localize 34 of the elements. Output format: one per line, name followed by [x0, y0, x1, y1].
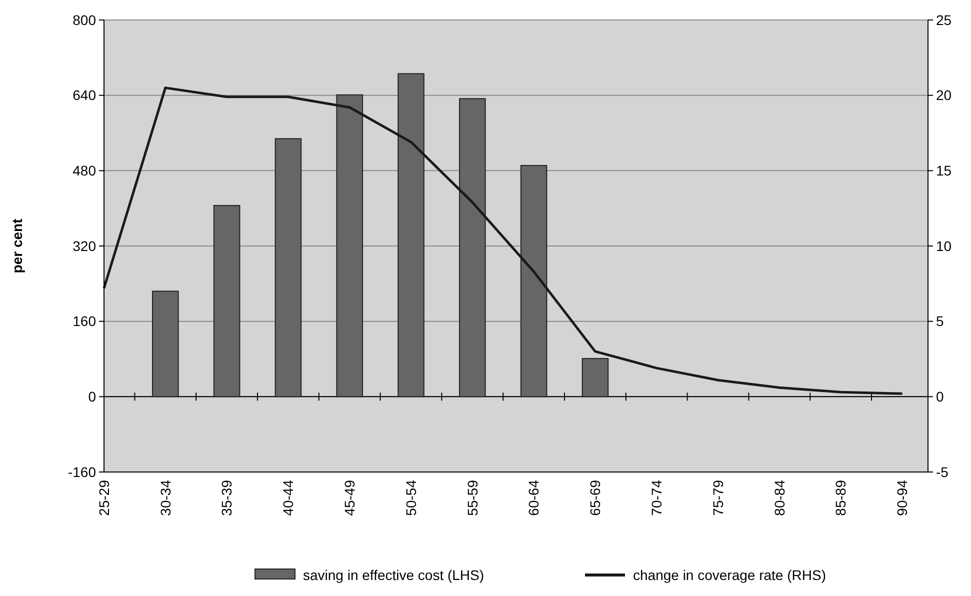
- y-tick-label: 160: [72, 313, 96, 330]
- y-tick-label: 640: [72, 87, 96, 104]
- x-tick-label: 90-94: [894, 480, 910, 516]
- y2-tick-label: 20: [936, 87, 952, 104]
- legend-label: saving in effective cost (LHS): [303, 566, 484, 583]
- x-tick-label: 55-59: [464, 480, 480, 516]
- x-tick-label: 35-39: [218, 480, 235, 516]
- y2-tick-label: 0: [936, 388, 944, 405]
- x-tick-label: 80-84: [771, 480, 788, 516]
- y2-tick-label: -5: [936, 464, 949, 480]
- y-tick-label: 800: [72, 12, 96, 28]
- y2-tick-label: 5: [936, 313, 944, 330]
- y2-tick-label: 25: [936, 12, 952, 28]
- x-tick-label: 25-29: [96, 480, 112, 516]
- y2-tick-label: 10: [936, 238, 952, 254]
- bar: [213, 205, 240, 398]
- legend-label: change in coverage rate (RHS): [633, 566, 826, 583]
- y2-tick-label: 15: [936, 162, 952, 179]
- x-tick-label: 85-89: [832, 480, 849, 516]
- y-tick-label: 320: [72, 238, 96, 254]
- x-tick-label: 30-34: [157, 480, 174, 516]
- y-tick-label: 0: [88, 388, 96, 405]
- bar: [152, 290, 179, 398]
- x-tick-label: 70-74: [648, 480, 665, 516]
- x-tick-label: 40-44: [280, 480, 296, 516]
- x-tick-label: 50-54: [402, 480, 419, 516]
- x-tick-label: 60-64: [526, 480, 542, 516]
- y-tick-label: 480: [72, 162, 96, 179]
- y-tick-label: -160: [68, 464, 96, 480]
- x-tick-label: 75-79: [710, 480, 726, 516]
- bar: [274, 138, 302, 398]
- x-tick-label: 45-49: [342, 480, 358, 516]
- y-axis-title: per cent: [9, 218, 25, 274]
- x-tick-label: 65-69: [587, 480, 604, 516]
